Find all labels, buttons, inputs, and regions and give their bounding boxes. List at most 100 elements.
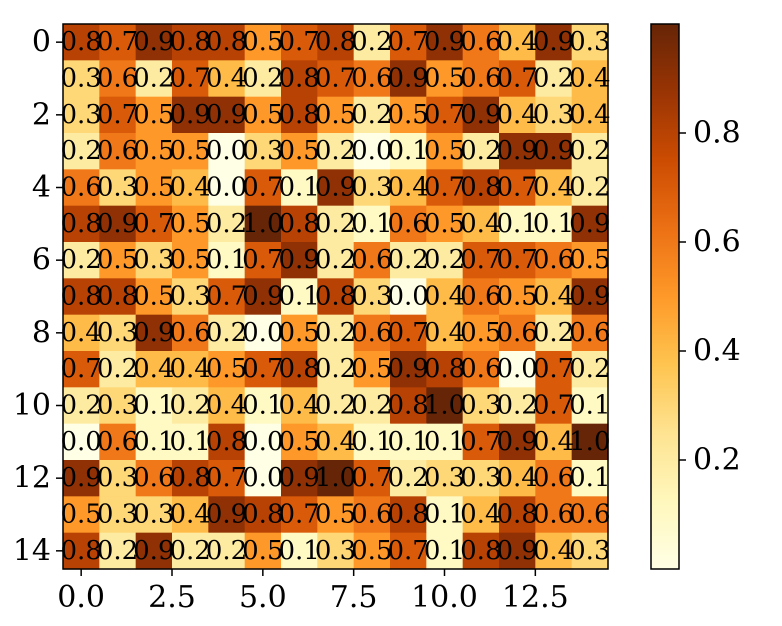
cell-label-r14-c9: 0.7 [387,536,428,566]
heatmap-cell-r0-c10 [426,24,464,61]
cell-label-r6-c9: 0.2 [387,245,428,275]
colorbar [651,24,679,569]
heatmap-cell-r1-c4 [208,60,246,98]
cell-label-r8-c2: 0.9 [133,318,174,348]
heatmap-cell-r4-c3 [172,169,209,207]
heatmap-cell-r5-c8 [353,205,391,243]
cell-label-r6-c11: 0.7 [460,245,501,275]
cell-label-r11-c6: 0.5 [278,427,319,457]
heatmap-cell-r3-c0 [63,133,100,170]
heatmap-cell-r10-c2 [135,387,173,425]
heatmap-cell-r1-c14 [571,60,609,98]
heatmap-cell-r1-c1 [99,60,137,98]
cell-label-r8-c8: 0.6 [351,318,392,348]
cell-label-r5-c0: 0.8 [60,209,101,239]
cell-label-r1-c10: 0.5 [424,64,465,94]
heatmap-cell-r8-c10 [426,314,464,352]
heatmap-cell-r9-c7 [317,351,355,388]
cell-label-r9-c6: 0.8 [278,354,319,384]
cell-label-r4-c7: 0.9 [315,173,356,203]
heatmap-cell-r11-c11 [462,423,500,461]
heatmap-cell-r13-c11 [462,496,500,534]
cell-label-r9-c12: 0.0 [496,354,537,384]
x-tick-label: 12.5 [502,580,569,615]
heatmap-cell-r13-c14 [571,496,609,534]
heatmap-cell-r11-c12 [499,423,536,461]
cell-label-r0-c10: 0.9 [424,27,465,57]
heatmap-cell-r14-c3 [172,532,209,570]
cell-label-r5-c6: 0.8 [278,209,319,239]
cell-label-r4-c8: 0.3 [351,173,392,203]
heatmap-cell-r4-c14 [571,169,609,207]
cell-label-r9-c13: 0.7 [533,354,574,384]
cell-label-r9-c4: 0.5 [206,354,247,384]
cell-label-r1-c13: 0.2 [533,64,574,94]
cell-label-r2-c5: 0.5 [242,100,283,130]
cell-label-r13-c11: 0.4 [460,500,501,530]
cell-label-r5-c1: 0.9 [97,209,138,239]
cell-label-r13-c4: 0.9 [206,500,247,530]
heatmap-cell-r4-c5 [244,169,282,207]
heatmap-cell-r8-c13 [535,314,573,352]
heatmap-cell-r10-c5 [244,387,282,425]
cell-label-r11-c2: 0.1 [133,427,174,457]
heatmap-cell-r11-c6 [281,423,318,461]
heatmap-cell-r13-c10 [426,496,464,534]
heatmap-cell-r3-c4 [208,133,246,170]
cell-label-r9-c11: 0.6 [460,354,501,384]
cell-label-r4-c14: 0.2 [569,173,610,203]
cell-label-r11-c13: 0.4 [533,427,574,457]
cell-label-r3-c8: 0.0 [351,136,392,166]
heatmap-cell-r0-c2 [135,24,173,61]
cell-label-r4-c1: 0.3 [97,173,138,203]
cell-label-r7-c5: 0.9 [242,282,283,312]
cell-label-r11-c11: 0.7 [460,427,501,457]
cell-label-r10-c11: 0.3 [460,391,501,421]
cell-label-r2-c7: 0.5 [315,100,356,130]
heatmap-cell-r0-c14 [571,24,609,61]
cell-label-r13-c6: 0.7 [278,500,319,530]
cell-label-r12-c1: 0.3 [97,463,138,493]
cell-label-r10-c8: 0.2 [351,391,392,421]
heatmap-cell-r6-c10 [426,242,464,279]
heatmap-cell-r11-c8 [353,423,391,461]
heatmap-cell-r9-c10 [426,351,464,388]
cell-label-r6-c10: 0.2 [424,245,465,275]
heatmap-cell-r5-c0 [63,205,100,243]
colorbar-frame [650,23,680,570]
cell-label-r9-c1: 0.2 [97,354,138,384]
heatmap-cell-r6-c11 [462,242,500,279]
heatmap-cell-r9-c8 [353,351,391,388]
cell-label-r7-c0: 0.8 [60,282,101,312]
heatmap-cell-r14-c7 [317,532,355,570]
cell-label-r3-c5: 0.3 [242,136,283,166]
cell-label-r8-c12: 0.6 [496,318,537,348]
heatmap-cell-r14-c8 [353,532,391,570]
cell-label-r12-c13: 0.6 [533,463,574,493]
cell-label-r8-c7: 0.2 [315,318,356,348]
cell-label-r2-c9: 0.5 [387,100,428,130]
cell-label-r3-c7: 0.2 [315,136,356,166]
cell-label-r5-c4: 0.2 [206,209,247,239]
heatmap-cell-r8-c14 [571,314,609,352]
cell-label-r14-c0: 0.8 [60,536,101,566]
cell-label-r4-c3: 0.4 [169,173,210,203]
cell-label-r14-c10: 0.1 [424,536,465,566]
cell-label-r11-c12: 0.9 [496,427,537,457]
heatmap-cell-r9-c13 [535,351,573,388]
cell-label-r14-c5: 0.5 [242,536,283,566]
cell-label-r2-c14: 0.4 [569,100,610,130]
heatmap-cell-r1-c2 [135,60,173,98]
cell-label-r1-c11: 0.6 [460,64,501,94]
heatmap-cell-r5-c2 [135,205,173,243]
heatmap-cell-r7-c13 [535,278,573,316]
heatmap-cell-r2-c0 [63,96,100,134]
heatmap-cell-r0-c7 [317,24,355,61]
heatmap-cell-r2-c13 [535,96,573,134]
heatmap-cell-r6-c12 [499,242,536,279]
heatmap-cell-r11-c7 [317,423,355,461]
heatmap-cell-r5-c6 [281,205,318,243]
heatmap-cell-r12-c7 [317,460,355,497]
heatmap-cell-r7-c0 [63,278,100,316]
heatmap-cell-r4-c9 [390,169,427,207]
